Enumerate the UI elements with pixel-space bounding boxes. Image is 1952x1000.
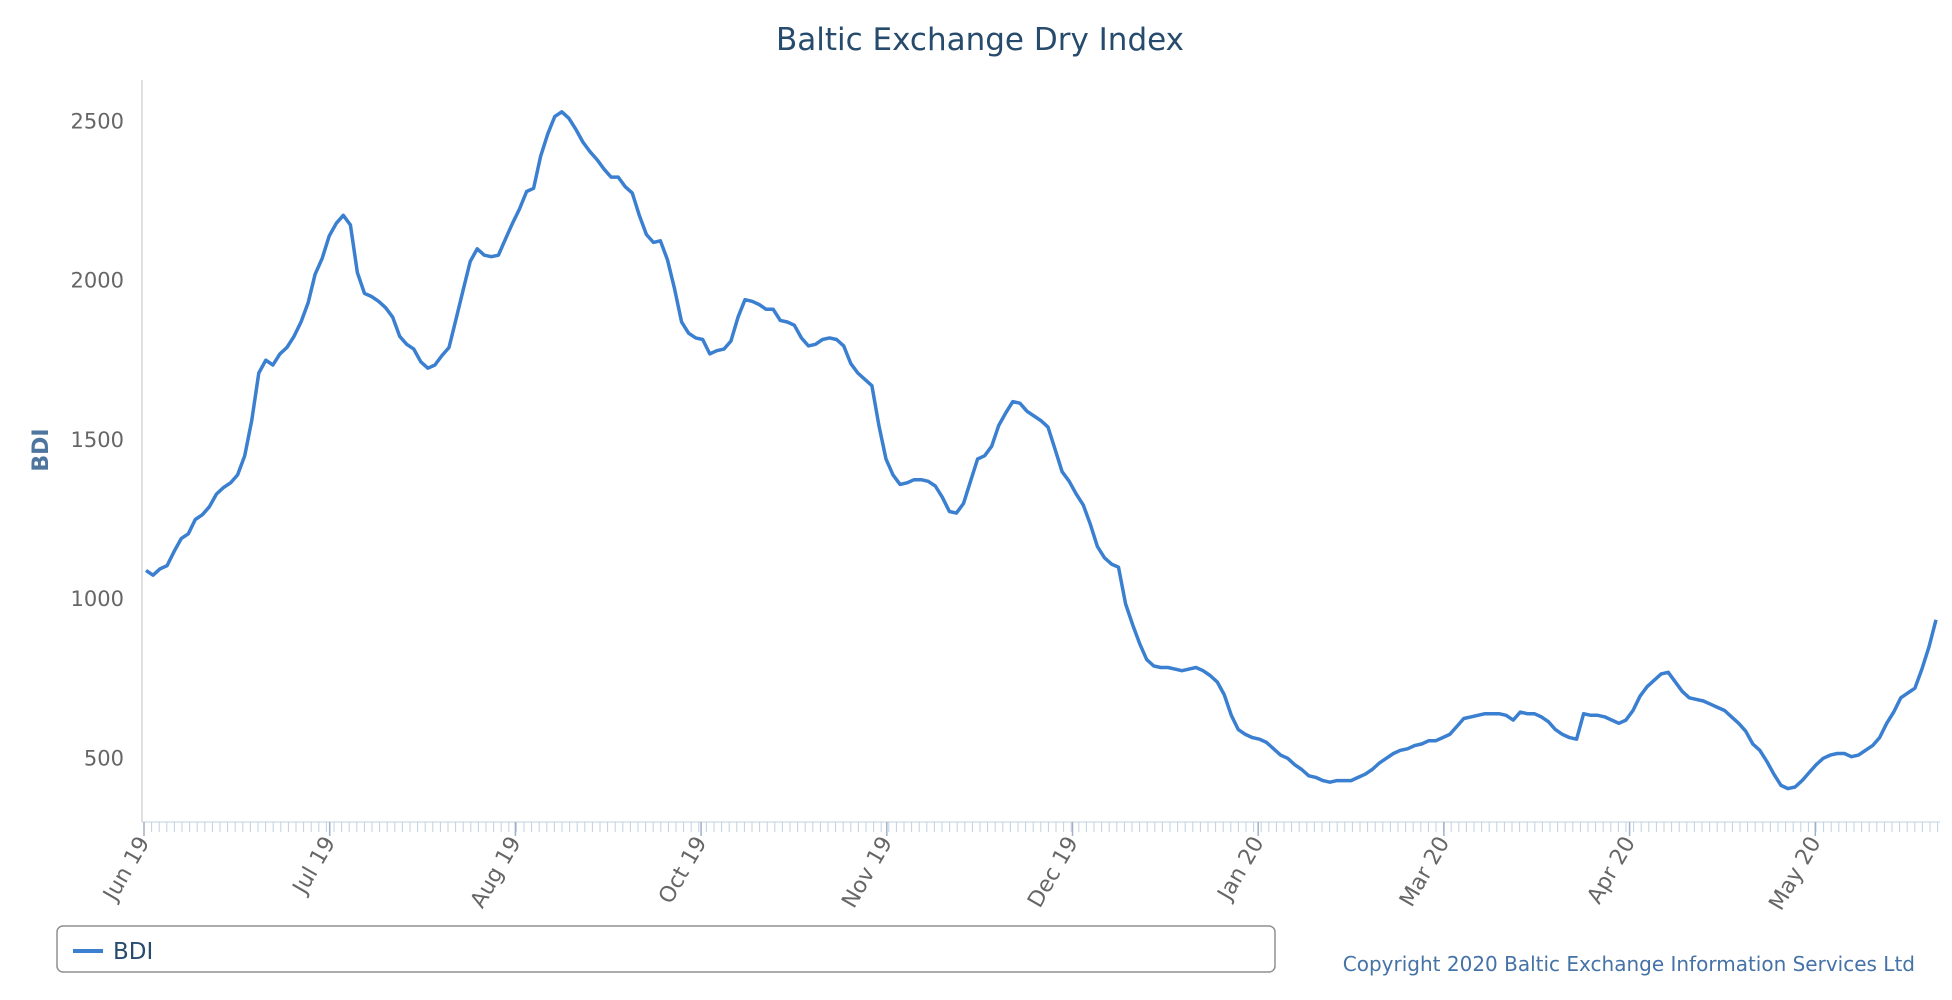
y-tick-label: 2500	[71, 109, 124, 133]
y-tick-label: 1500	[71, 428, 124, 452]
legend-item-bdi[interactable]: BDI	[113, 939, 153, 965]
series-bdi	[145, 110, 1938, 791]
chart-credit[interactable]: Copyright 2020 Baltic Exchange Informati…	[1343, 952, 1915, 976]
legend[interactable]: BDI	[56, 925, 1276, 973]
y-tick-label: 2000	[71, 269, 124, 293]
y-tick-label: 500	[84, 746, 124, 770]
x-minor-ticks	[143, 822, 1939, 832]
y-axis-label: BDI	[29, 428, 54, 471]
y-tick-label: 1000	[71, 587, 124, 611]
chart-title: Baltic Exchange Dry Index	[776, 22, 1184, 58]
y-tick-labels: 500 1000 1500 2000 2500	[71, 109, 124, 770]
series-line-bdi	[145, 110, 1938, 791]
legend-box	[56, 925, 1276, 973]
